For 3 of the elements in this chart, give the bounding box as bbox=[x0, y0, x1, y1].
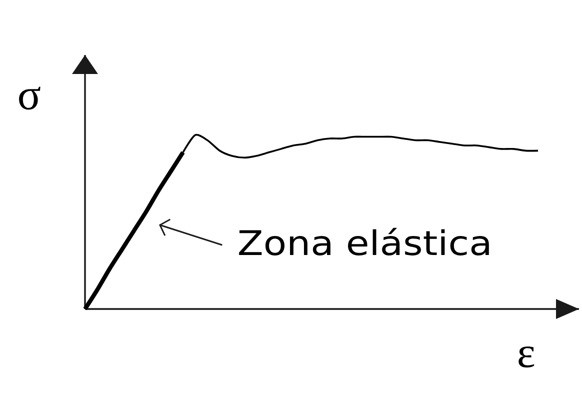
x-axis-title: ε bbox=[518, 346, 534, 368]
y-axis-title: σ bbox=[19, 86, 40, 110]
annotation: Zona elástica bbox=[239, 228, 489, 256]
